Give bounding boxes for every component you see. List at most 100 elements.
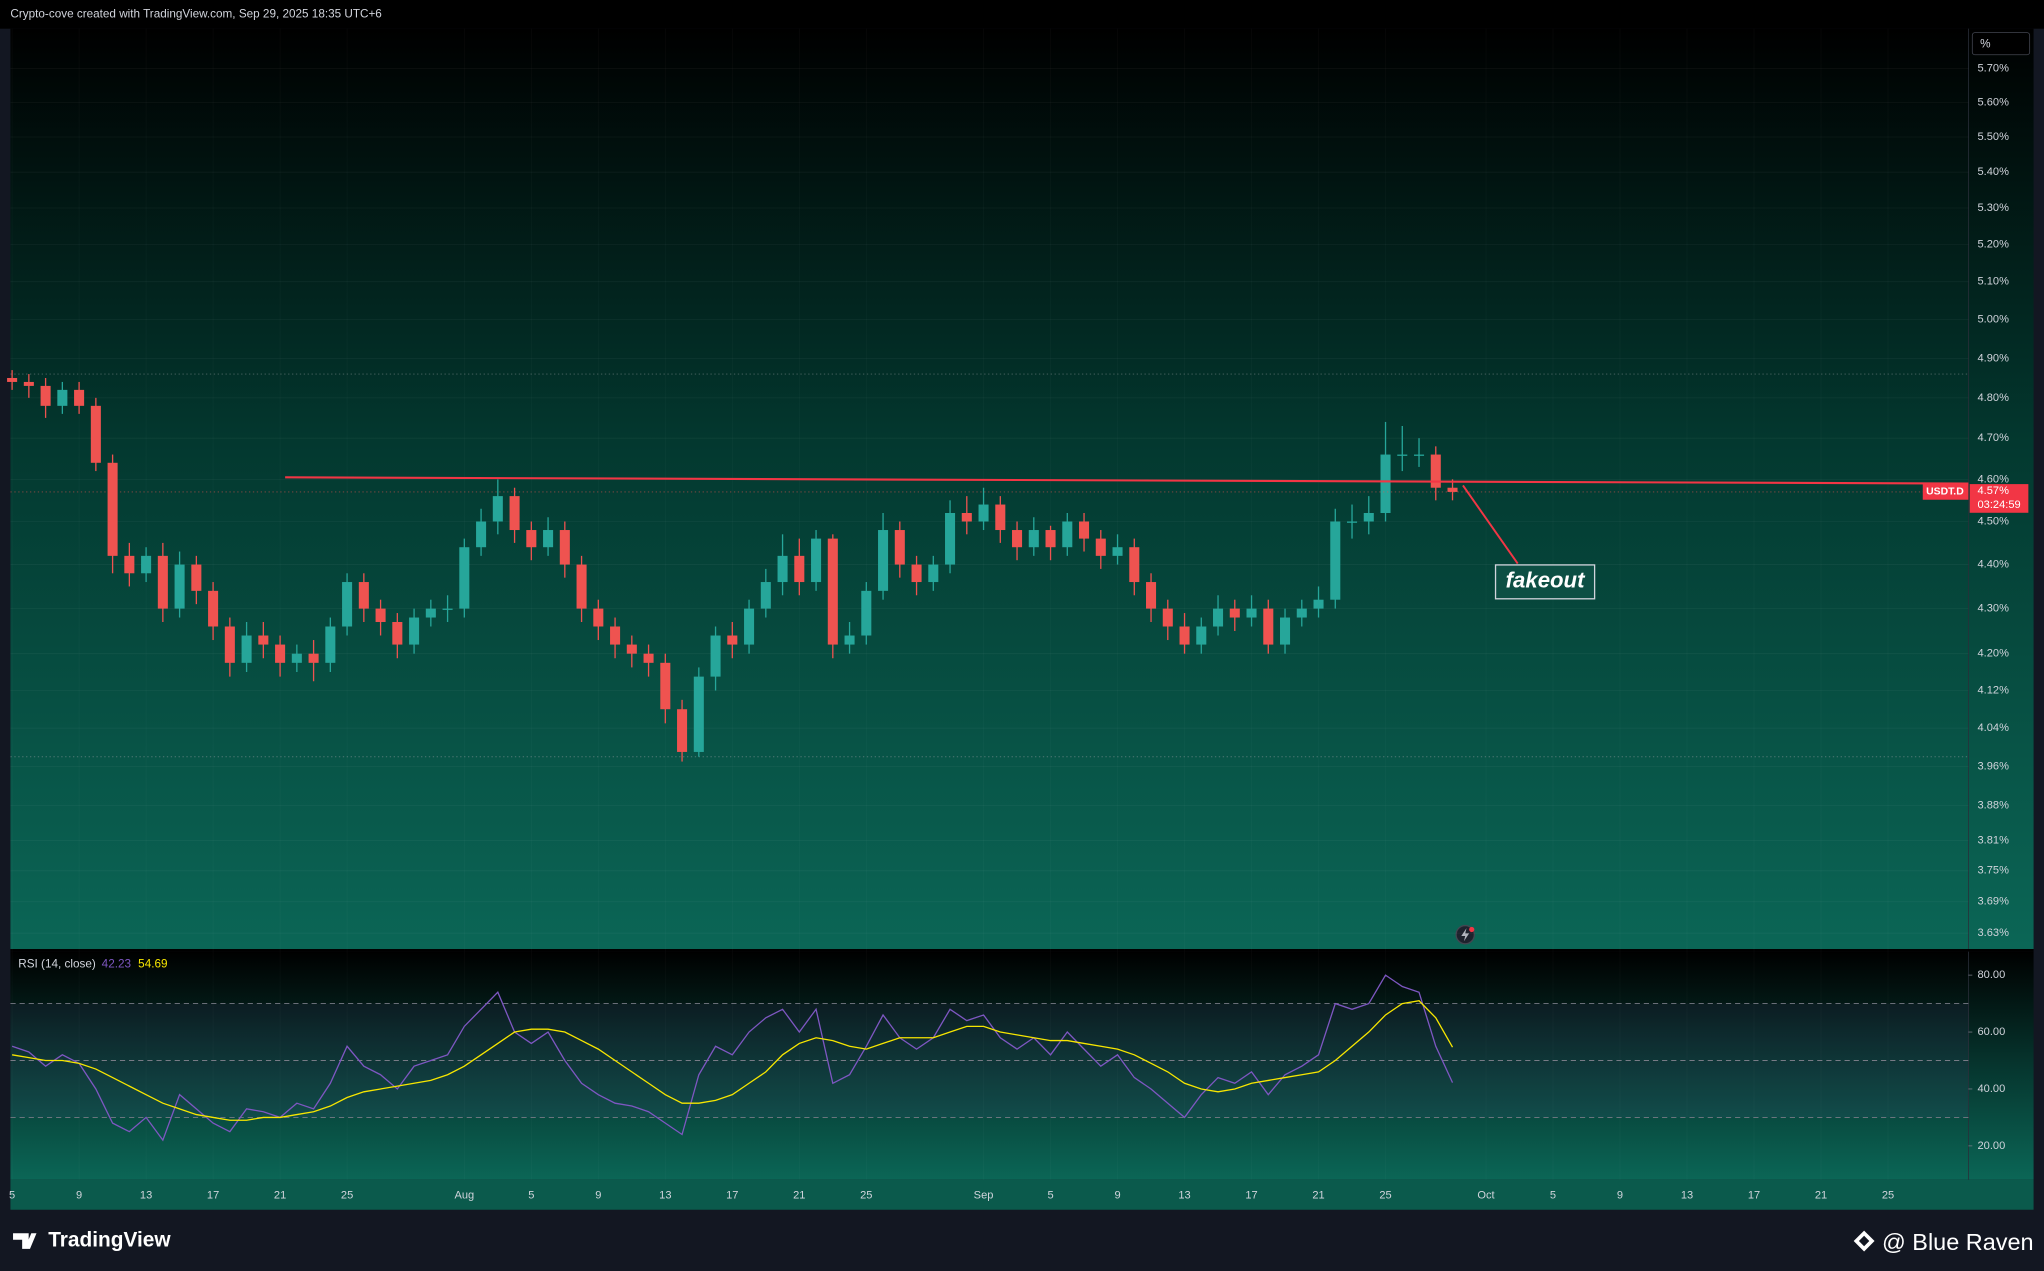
candle-body — [526, 530, 537, 548]
y-tick-label: 4.80% — [1978, 392, 2010, 404]
rsi-pane — [10, 951, 2034, 1180]
candle-body — [224, 626, 235, 663]
brand-name: TradingView — [48, 1229, 171, 1252]
y-tick-label: 20.00 — [1978, 1140, 2006, 1152]
y-tick-label: 60.00 — [1978, 1026, 2006, 1038]
candle-body — [626, 644, 637, 654]
x-tick-label: 21 — [793, 1189, 805, 1201]
y-tick-label: 40.00 — [1978, 1083, 2006, 1095]
x-tick-label: Sep — [974, 1189, 994, 1201]
candle-body — [1296, 608, 1307, 618]
rsi-value: 42.23 — [102, 958, 131, 971]
candle-body — [710, 635, 721, 677]
resistance-line — [285, 476, 1969, 485]
y-tick-label: 4.04% — [1978, 722, 2010, 734]
alert-dot — [1469, 926, 1475, 933]
y-tick-label: 3.96% — [1978, 760, 2010, 772]
candle-body — [660, 662, 671, 710]
candle-body — [174, 564, 185, 609]
brand-logo — [13, 1233, 37, 1249]
candle-body — [1263, 608, 1274, 645]
header-text: Crypto-cove created with TradingView.com… — [10, 7, 381, 20]
x-tick-label: 17 — [207, 1189, 219, 1201]
candle-body — [1112, 547, 1123, 556]
candle-body — [1179, 626, 1190, 645]
candle-body — [191, 564, 202, 591]
y-tick-label: 5.60% — [1978, 96, 2010, 108]
candle-body — [1330, 521, 1341, 600]
candle-body — [677, 709, 688, 752]
candle-body — [1045, 530, 1056, 548]
header-bar — [0, 0, 2044, 29]
candle-body — [794, 555, 805, 583]
candle-body — [241, 635, 252, 663]
candle-body — [978, 504, 989, 522]
y-tick-label: 4.30% — [1978, 603, 2010, 615]
candle-body — [425, 608, 436, 618]
alert-bolt — [1461, 928, 1470, 942]
y-tick-label: 4.12% — [1978, 684, 2010, 696]
watermark: @ Blue Raven — [1882, 1229, 2034, 1255]
candle-body — [643, 653, 654, 663]
x-tick-label: 5 — [1047, 1189, 1053, 1201]
candle-body — [57, 389, 68, 406]
candle-body — [744, 608, 755, 645]
price-tag — [1969, 484, 2029, 513]
candle-body — [995, 504, 1006, 531]
x-tick-label: 17 — [1748, 1189, 1760, 1201]
candle-body — [107, 462, 118, 556]
candle-body — [1397, 454, 1408, 456]
x-tick-label: Oct — [1477, 1189, 1494, 1201]
candle-body — [1028, 530, 1039, 548]
annotation-arrow — [1462, 484, 1519, 565]
x-tick-label: 5 — [9, 1189, 15, 1201]
x-tick-label: 13 — [1681, 1189, 1693, 1201]
candle-body — [593, 608, 604, 627]
y-tick-label: 4.50% — [1978, 515, 2010, 527]
candle-body — [760, 582, 771, 609]
candle-body — [258, 635, 269, 645]
candle-body — [911, 564, 922, 583]
x-tick-label: 13 — [1178, 1189, 1190, 1201]
candle-body — [559, 530, 570, 565]
candle-body — [928, 564, 939, 583]
candle-body — [894, 530, 905, 565]
ma-value: 54.69 — [138, 958, 167, 971]
candle-body — [141, 555, 152, 574]
candle-body — [7, 377, 18, 382]
time-axis — [10, 1179, 2034, 1210]
x-tick-label: 9 — [76, 1189, 82, 1201]
candle-body — [1430, 454, 1441, 488]
unit-box — [1971, 32, 2031, 56]
x-tick-label: 25 — [860, 1189, 872, 1201]
candle-body — [610, 626, 621, 645]
y-tick-label: 3.69% — [1978, 896, 2010, 908]
x-tick-label: 5 — [528, 1189, 534, 1201]
y-tick-label: 4.20% — [1978, 648, 2010, 660]
y-tick-label: 5.70% — [1978, 63, 2010, 75]
candle-body — [40, 385, 51, 406]
candle-body — [945, 512, 956, 565]
rsi-title: RSI (14, close) — [18, 958, 96, 971]
candle-body — [1129, 547, 1140, 583]
symbol-label: USDT.D — [1926, 487, 1964, 498]
candle-body — [1447, 487, 1458, 492]
x-tick-label: 9 — [1617, 1189, 1623, 1201]
candle-body — [124, 555, 135, 574]
x-tick-label: 21 — [274, 1189, 286, 1201]
annotation-text: fakeout — [1506, 568, 1586, 593]
candle-body — [1229, 608, 1240, 618]
y-tick-label: 5.20% — [1978, 238, 2010, 250]
candle-body — [827, 538, 838, 645]
candle-body — [1213, 608, 1224, 627]
y-tick-label: 5.00% — [1978, 314, 2010, 326]
x-tick-label: 5 — [1550, 1189, 1556, 1201]
x-tick-label: 17 — [726, 1189, 738, 1201]
candle-body — [375, 608, 386, 623]
candle-body — [291, 653, 302, 663]
candle-body — [1146, 582, 1157, 609]
candle-body — [23, 381, 34, 386]
plot-layer: 3.63% 3.69% 3.75% 3.81% 3.88% 3.96% 4.04% 4.12%… — [7, 63, 2029, 1201]
